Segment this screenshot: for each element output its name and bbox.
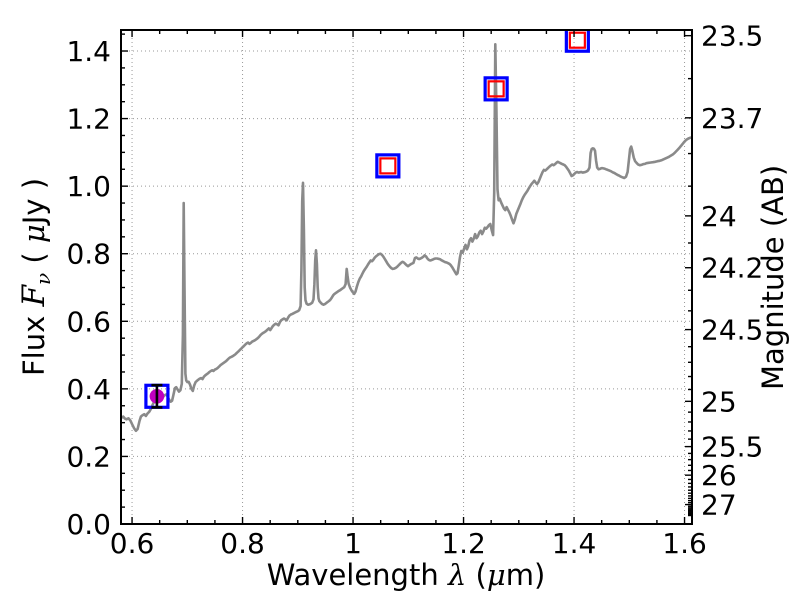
flux-tick-label: 1.4 (66, 35, 111, 68)
flux-tick-label: 0.4 (66, 373, 111, 406)
magnitude-tick-label: 24 (701, 200, 737, 233)
x-axis-label: Wavelength λ (μm) (267, 558, 546, 592)
magnitude-tick-label: 26 (701, 459, 737, 492)
x-tick-label: 0.6 (110, 527, 155, 560)
magnitude-tick-label: 23.5 (701, 20, 763, 53)
x-tick-label: 1.4 (552, 527, 597, 560)
x-tick-label: 0.8 (220, 527, 265, 560)
magnitude-tick-label: 23.7 (701, 102, 763, 135)
blue-square-marker (564, 30, 590, 53)
error-bar (151, 383, 163, 409)
flux-tick-label: 0.6 (66, 305, 111, 338)
red-square-marker (487, 80, 505, 98)
photometry-point (483, 76, 509, 102)
right-axis-label: Magnitude (AB) (756, 164, 790, 390)
red-square-marker (379, 157, 397, 175)
magnitude-tick-label: 25.5 (701, 431, 763, 464)
magnitude-tick-label: 27 (701, 489, 737, 522)
flux-tick-label: 0.0 (66, 508, 111, 541)
ticks (121, 30, 692, 525)
flux-tick-label: 1.0 (66, 170, 111, 203)
x-tick-label: 1.6 (662, 527, 707, 560)
flux-tick-label: 0.2 (66, 440, 111, 473)
gridlines (121, 30, 692, 524)
photometry-point (564, 30, 590, 53)
magnitude-tick-label: 24.2 (701, 252, 763, 285)
magnitude-tick-label: 24.5 (701, 314, 763, 347)
left-axis-label: Flux Fν ( μJy ) (16, 178, 55, 376)
photometry-markers (144, 30, 590, 409)
red-square-marker (568, 31, 586, 49)
blue-square-marker (483, 76, 509, 102)
flux-tick-label: 1.2 (66, 103, 111, 136)
magnitude-tick-label: 25 (701, 385, 737, 418)
flux-tick-label: 0.8 (66, 238, 111, 271)
tick-labels: 0.6 0.8 1 1.2 1.4 1.6 0.0 0.2 0.4 0.6 0.8 1.0 1.2 1.4… (66, 20, 763, 560)
photometry-point (144, 383, 170, 409)
blue-square-marker (375, 153, 401, 179)
spectrum-line (121, 42, 692, 433)
x-tick-label: 1 (344, 527, 362, 560)
x-tick-label: 1.2 (441, 527, 486, 560)
plot-frame (120, 29, 693, 525)
photometry-point (375, 153, 401, 179)
